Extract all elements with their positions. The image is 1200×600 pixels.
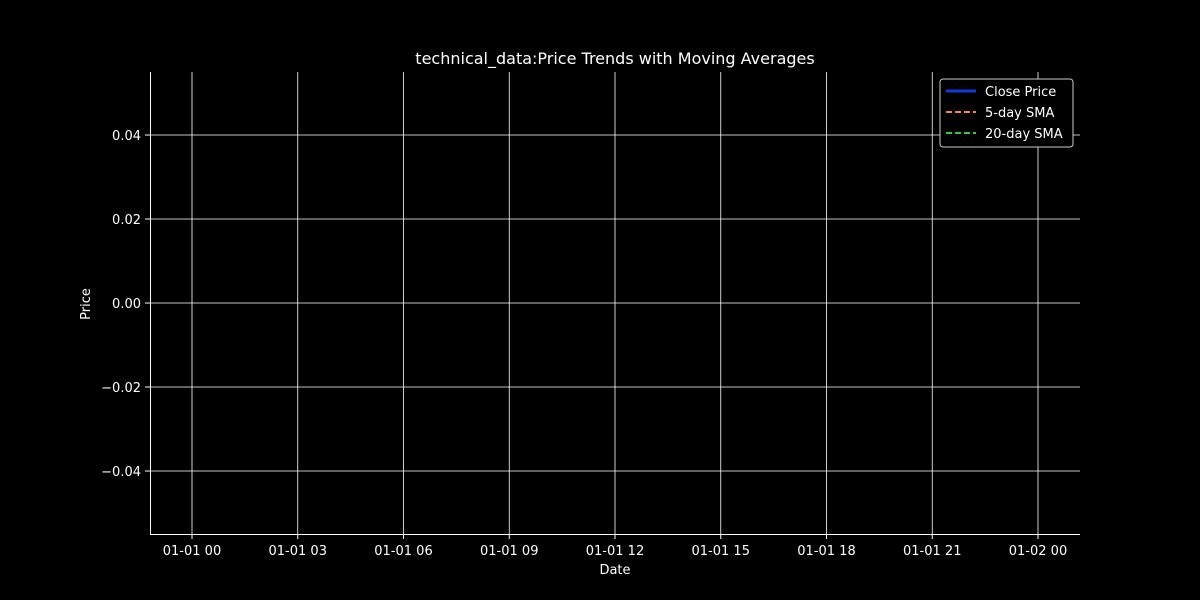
grid: [150, 72, 1080, 534]
x-axis-label: Date: [599, 563, 630, 578]
x-tick-label: 01-01 12: [586, 544, 644, 559]
legend-box: [939, 78, 1074, 148]
legend-label: 5-day SMA: [985, 106, 1054, 121]
legend-label: 20-day SMA: [985, 127, 1063, 142]
x-tick-label: 01-01 06: [374, 544, 432, 559]
y-axis: 0.04 0.02 0.00 −0.02 −0.04: [101, 129, 150, 480]
x-tick-label: 01-01 18: [797, 544, 855, 559]
x-axis: 01-01 00 01-01 03 01-01 06 01-01 09 01-01 12…: [163, 534, 1067, 559]
chart-title: technical_data:Price Trends with Moving …: [415, 49, 814, 69]
x-tick-label: 01-01 00: [163, 544, 221, 559]
x-tick-label: 01-01 03: [269, 544, 327, 559]
y-tick-label: −0.02: [101, 381, 141, 396]
legend-label: Close Price: [985, 85, 1056, 100]
legend: Close Price 5-day SMA 20-day SMA: [939, 78, 1074, 148]
y-tick-label: −0.04: [101, 465, 141, 480]
x-tick-label: 01-01 09: [480, 544, 538, 559]
y-tick-label: 0.00: [112, 297, 141, 312]
y-axis-label: Price: [79, 288, 94, 320]
y-tick-label: 0.04: [112, 129, 141, 144]
y-tick-label: 0.02: [112, 213, 141, 228]
x-tick-label: 01-02 00: [1009, 544, 1067, 559]
x-tick-label: 01-01 15: [692, 544, 750, 559]
x-tick-label: 01-01 21: [903, 544, 961, 559]
